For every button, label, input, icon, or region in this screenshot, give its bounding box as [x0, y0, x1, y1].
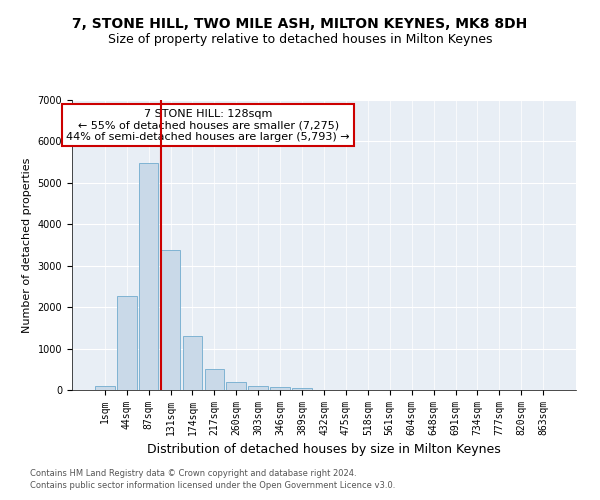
Text: Contains HM Land Registry data © Crown copyright and database right 2024.: Contains HM Land Registry data © Crown c… — [30, 468, 356, 477]
Text: Contains public sector information licensed under the Open Government Licence v3: Contains public sector information licen… — [30, 481, 395, 490]
Bar — [292, 388, 312, 390]
Bar — [161, 250, 181, 390]
X-axis label: Distribution of detached houses by size in Milton Keynes: Distribution of detached houses by size … — [147, 444, 501, 456]
Bar — [182, 336, 202, 390]
Bar — [117, 296, 137, 390]
Bar — [248, 386, 268, 390]
Text: 7 STONE HILL: 128sqm
← 55% of detached houses are smaller (7,275)
44% of semi-de: 7 STONE HILL: 128sqm ← 55% of detached h… — [66, 108, 350, 142]
Bar — [95, 386, 115, 390]
Y-axis label: Number of detached properties: Number of detached properties — [22, 158, 32, 332]
Bar — [139, 163, 158, 390]
Bar — [205, 370, 224, 390]
Bar — [226, 382, 246, 390]
Text: Size of property relative to detached houses in Milton Keynes: Size of property relative to detached ho… — [108, 32, 492, 46]
Text: 7, STONE HILL, TWO MILE ASH, MILTON KEYNES, MK8 8DH: 7, STONE HILL, TWO MILE ASH, MILTON KEYN… — [73, 18, 527, 32]
Bar — [270, 388, 290, 390]
